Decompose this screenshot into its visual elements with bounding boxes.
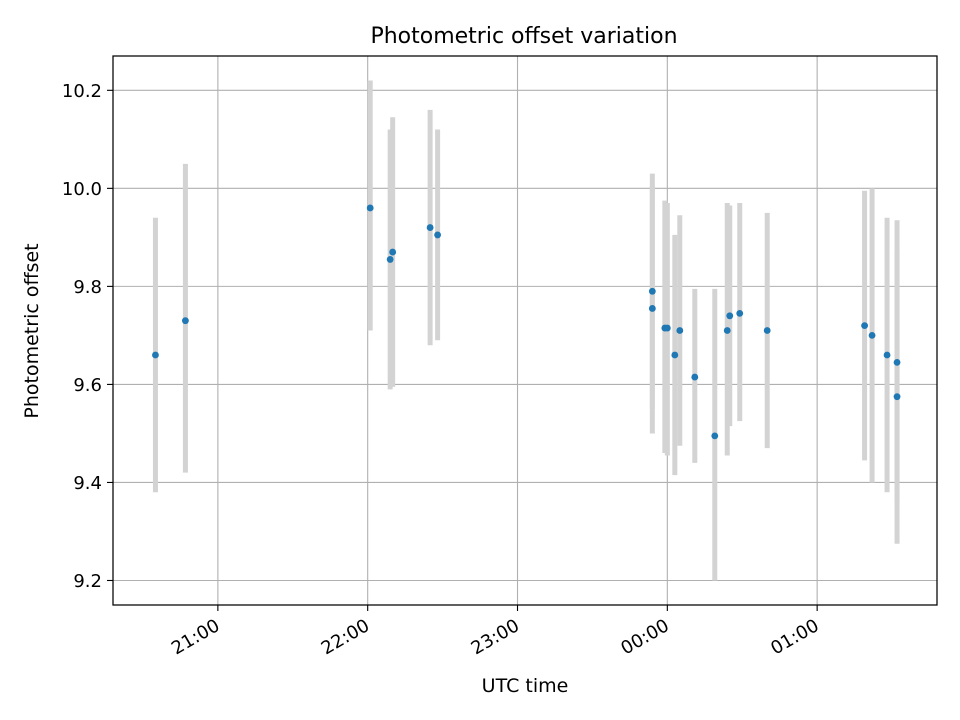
y-tick-label: 10.0 (62, 179, 102, 200)
y-tick-label: 9.8 (73, 277, 102, 298)
chart-title: Photometric offset variation (370, 24, 677, 49)
x-axis-label: UTC time (482, 675, 569, 697)
data-point (366, 204, 374, 212)
data-point (883, 351, 891, 359)
data-point (691, 373, 699, 381)
y-tick-label: 9.4 (73, 473, 102, 494)
data-point (671, 351, 679, 359)
y-tick-label: 9.6 (73, 375, 102, 396)
y-axis-ticks: 9.2 9.4 9.6 9.8 10.0 10.2 (62, 81, 113, 592)
data-point (389, 248, 397, 256)
y-axis-label: Photometric offset (21, 243, 43, 418)
y-tick-label: 9.2 (73, 571, 102, 592)
data-point (861, 322, 868, 329)
data-point (711, 432, 719, 440)
data-point (648, 287, 656, 295)
data-points (152, 204, 901, 440)
data-point (893, 393, 901, 401)
data-point (736, 309, 744, 317)
data-point (893, 358, 901, 366)
data-point (663, 324, 671, 332)
data-point (723, 327, 731, 334)
data-point (648, 305, 656, 312)
data-point (152, 351, 159, 359)
data-point (386, 256, 394, 263)
data-point (868, 332, 876, 339)
data-point (426, 224, 434, 231)
data-point (434, 231, 442, 239)
y-tick-label: 10.2 (62, 81, 102, 102)
data-point (676, 327, 684, 334)
data-point (763, 327, 771, 334)
plot-frame (112, 55, 938, 606)
data-point (182, 317, 189, 325)
data-point (726, 312, 734, 320)
